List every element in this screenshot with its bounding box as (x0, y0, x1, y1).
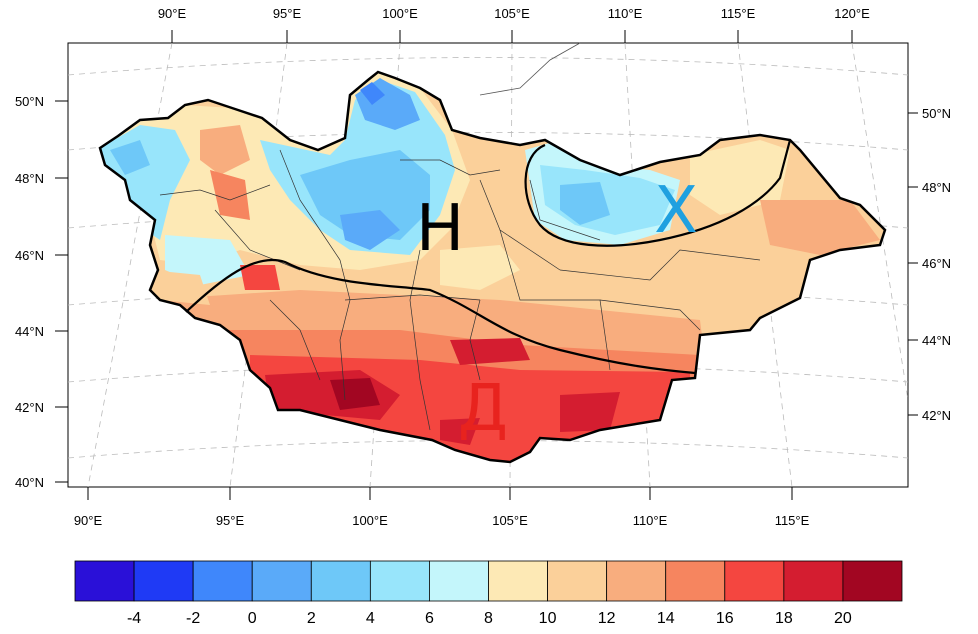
bottom-lon-label: 105°E (492, 513, 528, 528)
colorbar-label: 12 (598, 610, 616, 627)
colorbar-label: 8 (484, 610, 493, 627)
colorbar-label: -4 (127, 610, 141, 627)
colorbar-label: 16 (716, 610, 734, 627)
colorbar-label: 20 (834, 610, 852, 627)
right-lat-labels: 50°N 48°N 46°N 44°N 42°N (922, 106, 951, 423)
region-label-x: Х (654, 174, 698, 248)
bottom-lon-label: 100°E (352, 513, 388, 528)
colorbar-swatch (310, 560, 371, 602)
colorbar-swatch (192, 560, 253, 602)
bottom-lon-labels: 90°E 95°E 100°E 105°E 110°E 115°E (74, 513, 810, 528)
colorbar-swatch (724, 560, 785, 602)
region-label-h: Н (416, 192, 464, 266)
colorbar-swatch (251, 560, 312, 602)
bottom-lon-label: 115°E (775, 513, 810, 528)
right-lat-label: 48°N (922, 180, 951, 195)
top-lon-label: 95°E (273, 6, 302, 21)
colorbar-label: 6 (425, 610, 434, 627)
colorbar-swatch (369, 560, 430, 602)
colorbar-swatch (606, 560, 667, 602)
colorbar-label: 0 (248, 610, 257, 627)
bottom-lon-label: 110°E (633, 513, 668, 528)
top-lon-label: 105°E (494, 6, 530, 21)
left-lat-label: 46°N (15, 248, 44, 263)
right-lat-label: 42°N (922, 408, 951, 423)
colorbar-swatch (429, 560, 489, 602)
colorbar-swatch (665, 560, 726, 602)
colorbar-label: 18 (775, 610, 793, 627)
right-lat-label: 50°N (922, 106, 951, 121)
left-lat-label: 40°N (15, 475, 44, 490)
region-boundaries (185, 139, 792, 375)
colorbar-swatch (842, 560, 903, 602)
colorbar-label: 14 (657, 610, 675, 627)
colorbar-label: 10 (539, 610, 557, 627)
colorbar: -4 -2 0 2 4 6 8 10 12 14 16 18 20 (74, 560, 903, 627)
country-outline (98, 70, 887, 464)
colorbar-swatch (74, 560, 135, 602)
right-lat-label: 44°N (922, 333, 951, 348)
top-lon-label: 90°E (158, 6, 187, 21)
left-lat-label: 42°N (15, 400, 44, 415)
colorbar-label: -2 (186, 610, 200, 627)
colorbar-label: 2 (307, 610, 316, 627)
top-lon-labels: 90°E 95°E 100°E 105°E 110°E 115°E 120°E (158, 6, 870, 21)
bottom-lon-label: 95°E (216, 513, 245, 528)
left-lat-label: 44°N (15, 324, 44, 339)
neighbor-border (479, 42, 581, 96)
top-lon-label: 100°E (382, 6, 418, 21)
boundary-central-gobi (185, 258, 696, 375)
bottom-lon-label: 90°E (74, 513, 103, 528)
colorbar-label: 4 (366, 610, 375, 627)
colorbar-swatch (133, 560, 194, 602)
left-lat-label: 50°N (15, 94, 44, 109)
region-label-d: Д (458, 372, 508, 446)
top-lon-label: 115°E (721, 6, 756, 21)
colorbar-swatch (488, 560, 548, 602)
colorbar-swatch (547, 560, 608, 602)
colorbar-swatch (783, 560, 844, 602)
top-lon-label: 110°E (608, 6, 643, 21)
boundary-khentii (524, 139, 792, 247)
left-lat-label: 48°N (15, 171, 44, 186)
top-lon-label: 120°E (834, 6, 870, 21)
right-lat-label: 46°N (922, 256, 951, 271)
left-lat-labels: 50°N 48°N 46°N 44°N 42°N 40°N (15, 94, 44, 490)
